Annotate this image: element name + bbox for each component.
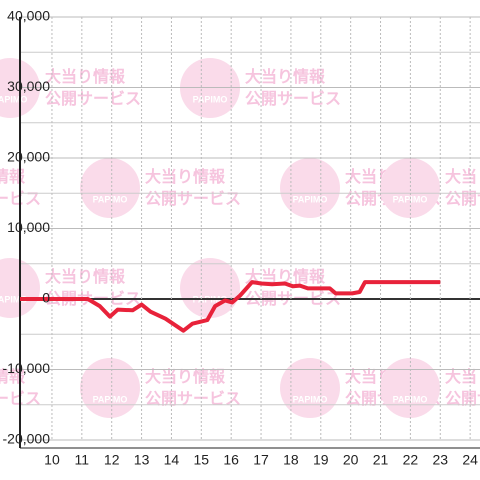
plot xyxy=(20,280,441,333)
y-tick-label: -10,000 xyxy=(3,360,51,376)
x-tick-label: 11 xyxy=(75,452,90,468)
x-tick-label: 17 xyxy=(253,452,269,468)
watermark-logo-text: PAPIMO xyxy=(293,394,328,404)
x-tick-label: 13 xyxy=(134,452,150,468)
watermark-text: 公開サービス xyxy=(145,190,241,208)
watermark-text: 公開サービス xyxy=(245,90,341,108)
watermark-text: 大当り情報 xyxy=(0,167,26,186)
watermark-logo-text: PAPIMO xyxy=(393,194,428,204)
x-tick-label: 23 xyxy=(432,452,448,468)
watermarks: PAPIMO大当り情報公開サービスPAPIMO大当り情報公開サービスPAPIMO… xyxy=(0,58,480,418)
watermark-text: 大当り情報 xyxy=(245,267,326,286)
x-tick-label: 20 xyxy=(343,452,359,468)
x-tick-label: 22 xyxy=(403,452,419,468)
grid xyxy=(19,16,480,449)
watermark-text: 大当り情報 xyxy=(45,267,126,286)
watermark-logo xyxy=(80,358,140,418)
x-tick-label: 14 xyxy=(164,452,180,468)
watermark-text: 公開サービス xyxy=(445,390,480,408)
watermark-text: 公開サービス xyxy=(45,90,141,108)
watermark-text: 大当り情報 xyxy=(445,167,480,186)
watermark-text: 大当り情報 xyxy=(145,167,226,186)
watermark-text: 大当り情報 xyxy=(145,367,226,386)
watermark-logo-text: PAPIMO xyxy=(93,194,128,204)
x-tick-label: 12 xyxy=(104,452,120,468)
watermark-text: 大当り情報 xyxy=(245,67,326,86)
watermark-logo-text: PAPIMO xyxy=(0,294,27,304)
labels: -20,000 -10,000 0 10,000 20,000 30,000 40,000 1… xyxy=(3,8,479,468)
y-tick-label: 10,000 xyxy=(7,219,50,235)
watermark-logo-text: PAPIMO xyxy=(293,194,328,204)
x-tick-label: 24 xyxy=(462,452,478,468)
watermark-logo xyxy=(380,358,440,418)
y-tick-label: 40,000 xyxy=(7,8,50,24)
x-tick-label: 19 xyxy=(313,452,329,468)
watermark-logo-text: PAPIMO xyxy=(393,394,428,404)
x-tick-label: 15 xyxy=(194,452,210,468)
x-tick-label: 18 xyxy=(283,452,299,468)
x-tick-label: 16 xyxy=(223,452,239,468)
watermark-text: 大当り情報 xyxy=(45,67,126,86)
y-tick-label: -20,000 xyxy=(3,431,51,447)
y-tick-label: 20,000 xyxy=(7,149,50,165)
watermark-text: 大当り情報 xyxy=(445,367,480,386)
watermark-logo xyxy=(280,158,340,218)
x-tick-label: 10 xyxy=(44,452,60,468)
x-tick-label: 21 xyxy=(373,452,389,468)
watermark-logo xyxy=(380,158,440,218)
watermark-logo-text: PAPIMO xyxy=(0,94,27,104)
watermark-logo xyxy=(280,358,340,418)
watermark-text: 公開サービス xyxy=(145,390,241,408)
watermark-logo xyxy=(180,258,240,318)
y-tick-label: 30,000 xyxy=(7,78,50,94)
y-tick-label: 0 xyxy=(42,290,50,306)
watermark-logo-text: PAPIMO xyxy=(193,94,228,104)
line xyxy=(20,280,441,333)
watermark-logo xyxy=(80,158,140,218)
watermark-logo-text: PAPIMO xyxy=(93,394,128,404)
watermark-text: 公開サービス xyxy=(445,190,480,208)
